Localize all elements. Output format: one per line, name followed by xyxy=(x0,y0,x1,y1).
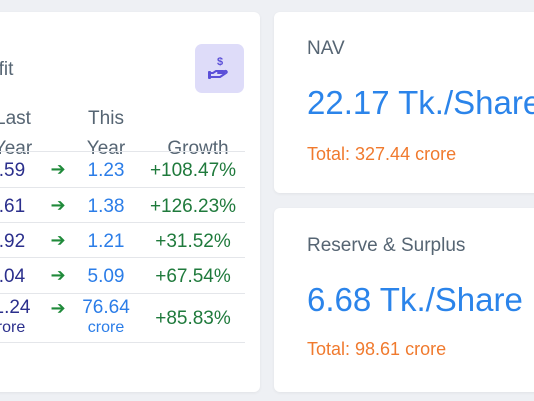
header-last-year-line2: Year xyxy=(0,138,33,159)
arrow-right-icon: ➔ xyxy=(50,265,66,285)
growth-value: +126.23% xyxy=(149,196,237,217)
table-row: .59 ➔ 1.23 +108.47% xyxy=(0,151,245,187)
this-year-value: 1.21 xyxy=(87,231,125,252)
header-growth: Growth xyxy=(167,138,229,159)
growth-value: +108.47% xyxy=(149,160,237,181)
last-year-value: .61 xyxy=(0,196,26,217)
growth-value: +31.52% xyxy=(155,231,231,252)
nav-total: Total: 327.44 crore xyxy=(307,144,457,164)
profit-card: ofit $ Last Year This Year Growth .59 ➔ … xyxy=(0,12,260,392)
hand-dollar-icon: $ xyxy=(195,44,244,93)
arrow-right-icon: ➔ xyxy=(50,298,66,318)
reserve-total: Total: 98.61 crore xyxy=(307,339,447,359)
this-year-value: 76.64 xyxy=(82,297,130,318)
this-year-unit: crore xyxy=(87,319,125,336)
header-last-year-line1: Last xyxy=(0,108,31,129)
table-row: 1.24 rore ➔ 76.64 crore +85.83% xyxy=(0,293,245,343)
reserve-label: Reserve & Surplus xyxy=(307,235,466,256)
reserve-value: 6.68 Tk./Share xyxy=(307,281,523,318)
nav-label: NAV xyxy=(307,38,345,59)
table-row: .61 ➔ 1.38 +126.23% xyxy=(0,187,245,222)
arrow-right-icon: ➔ xyxy=(50,230,66,250)
header-this-year-line2: Year xyxy=(86,138,126,159)
arrow-right-icon: ➔ xyxy=(50,195,66,215)
svg-text:$: $ xyxy=(216,56,222,68)
arrow-right-icon: ➔ xyxy=(50,159,66,179)
last-year-value: .04 xyxy=(0,266,26,287)
growth-value: +67.54% xyxy=(155,266,231,287)
nav-value: 22.17 Tk./Share xyxy=(307,84,534,121)
table-row: .04 ➔ 5.09 +67.54% xyxy=(0,257,245,293)
this-year-value: 5.09 xyxy=(87,266,125,287)
this-year-value: 1.23 xyxy=(87,160,125,181)
last-year-value: 1.24 xyxy=(0,297,31,318)
reserve-surplus-card: Reserve & Surplus 6.68 Tk./Share Total: … xyxy=(274,208,534,392)
last-year-unit: rore xyxy=(0,319,26,336)
profit-card-title: ofit xyxy=(0,59,14,80)
growth-value: +85.83% xyxy=(155,308,231,329)
nav-card: NAV 22.17 Tk./Share Total: 327.44 crore xyxy=(274,12,534,193)
last-year-value: .59 xyxy=(0,160,26,181)
table-row: .92 ➔ 1.21 +31.52% xyxy=(0,222,245,257)
header-this-year-line1: This xyxy=(88,108,124,129)
this-year-value: 1.38 xyxy=(87,196,125,217)
last-year-value: .92 xyxy=(0,231,26,252)
